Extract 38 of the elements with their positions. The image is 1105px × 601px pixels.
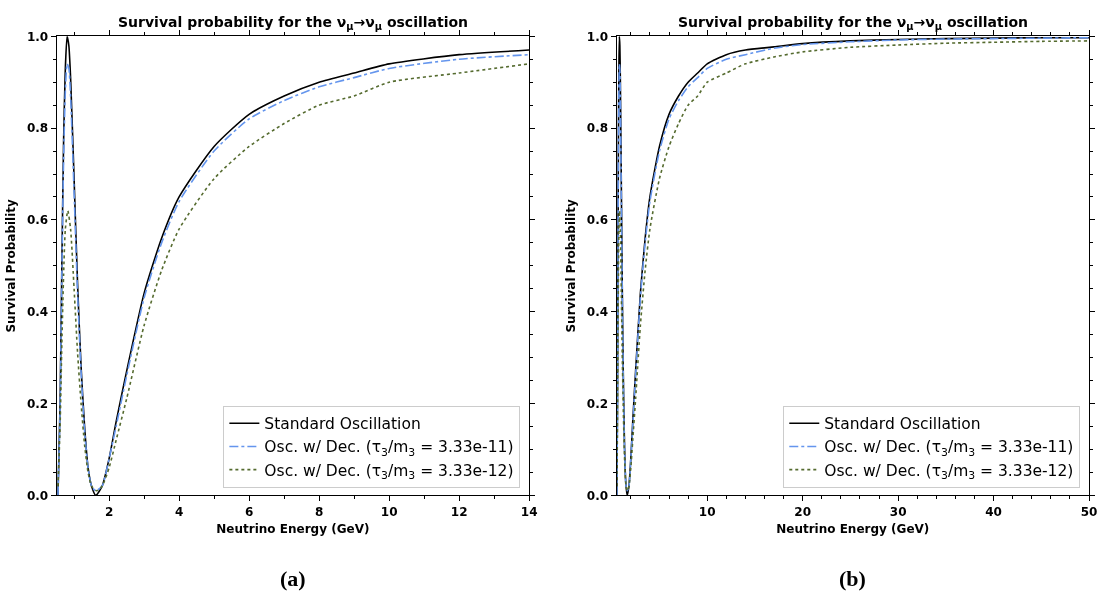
chart-title: Survival probability for the ν$_{μ}$→ν$_{μ}$ oscillation <box>678 14 1029 32</box>
y-tick-label: 0.0 <box>26 488 49 503</box>
x-axis-title: Neutrino Energy (GeV) <box>216 521 370 536</box>
y-tick-label: 1.0 <box>26 29 49 44</box>
legend-label: Osc. w/ Dec. (τ$_{3}$/m$_{3}$ = 3.33e-12) <box>264 461 514 482</box>
legend-label: Osc. w/ Dec. (τ$_{3}$/m$_{3}$ = 3.33e-12) <box>824 461 1074 482</box>
legend-label: Osc. w/ Dec. (τ$_{3}$/m$_{3}$ = 3.33e-11) <box>824 438 1074 459</box>
x-tick-label: 50 <box>1080 504 1098 519</box>
x-tick-label: 20 <box>794 504 812 519</box>
x-tick-label: 10 <box>698 504 716 519</box>
y-axis-title: Survival Probability <box>4 198 19 333</box>
x-tick-label: 2 <box>104 504 114 519</box>
y-tick-label: 0.2 <box>26 396 49 411</box>
legend-label: Standard Oscillation <box>824 415 981 434</box>
x-tick-label: 8 <box>314 504 324 519</box>
x-tick-label: 12 <box>450 504 468 519</box>
x-tick-label: 14 <box>520 504 538 519</box>
y-tick-label: 0.2 <box>586 396 609 411</box>
y-tick-label: 1.0 <box>586 29 609 44</box>
y-tick-label: 0.4 <box>26 304 49 319</box>
y-tick-label: 0.8 <box>26 121 49 136</box>
legend-label: Standard Oscillation <box>264 415 421 434</box>
y-tick-label: 0.6 <box>586 213 609 228</box>
y-axis-title: Survival Probability <box>564 198 579 333</box>
legend-label: Osc. w/ Dec. (τ$_{3}$/m$_{3}$ = 3.33e-11) <box>264 438 514 459</box>
text: (a) <box>280 566 306 591</box>
text: (b) <box>839 566 866 591</box>
x-axis-title: Neutrino Energy (GeV) <box>776 521 930 536</box>
y-tick-label: 0.6 <box>26 213 49 228</box>
y-tick-label: 0.4 <box>586 304 609 319</box>
x-tick-label: 4 <box>174 504 184 519</box>
x-tick-label: 6 <box>244 504 254 519</box>
chart-title: Survival probability for the ν$_{μ}$→ν$_{μ}$ oscillation <box>118 14 469 32</box>
y-tick-label: 0.0 <box>586 488 609 503</box>
y-tick-label: 0.8 <box>586 121 609 136</box>
x-tick-label: 30 <box>889 504 907 519</box>
x-tick-label: 10 <box>380 504 398 519</box>
x-tick-label: 40 <box>985 504 1002 519</box>
